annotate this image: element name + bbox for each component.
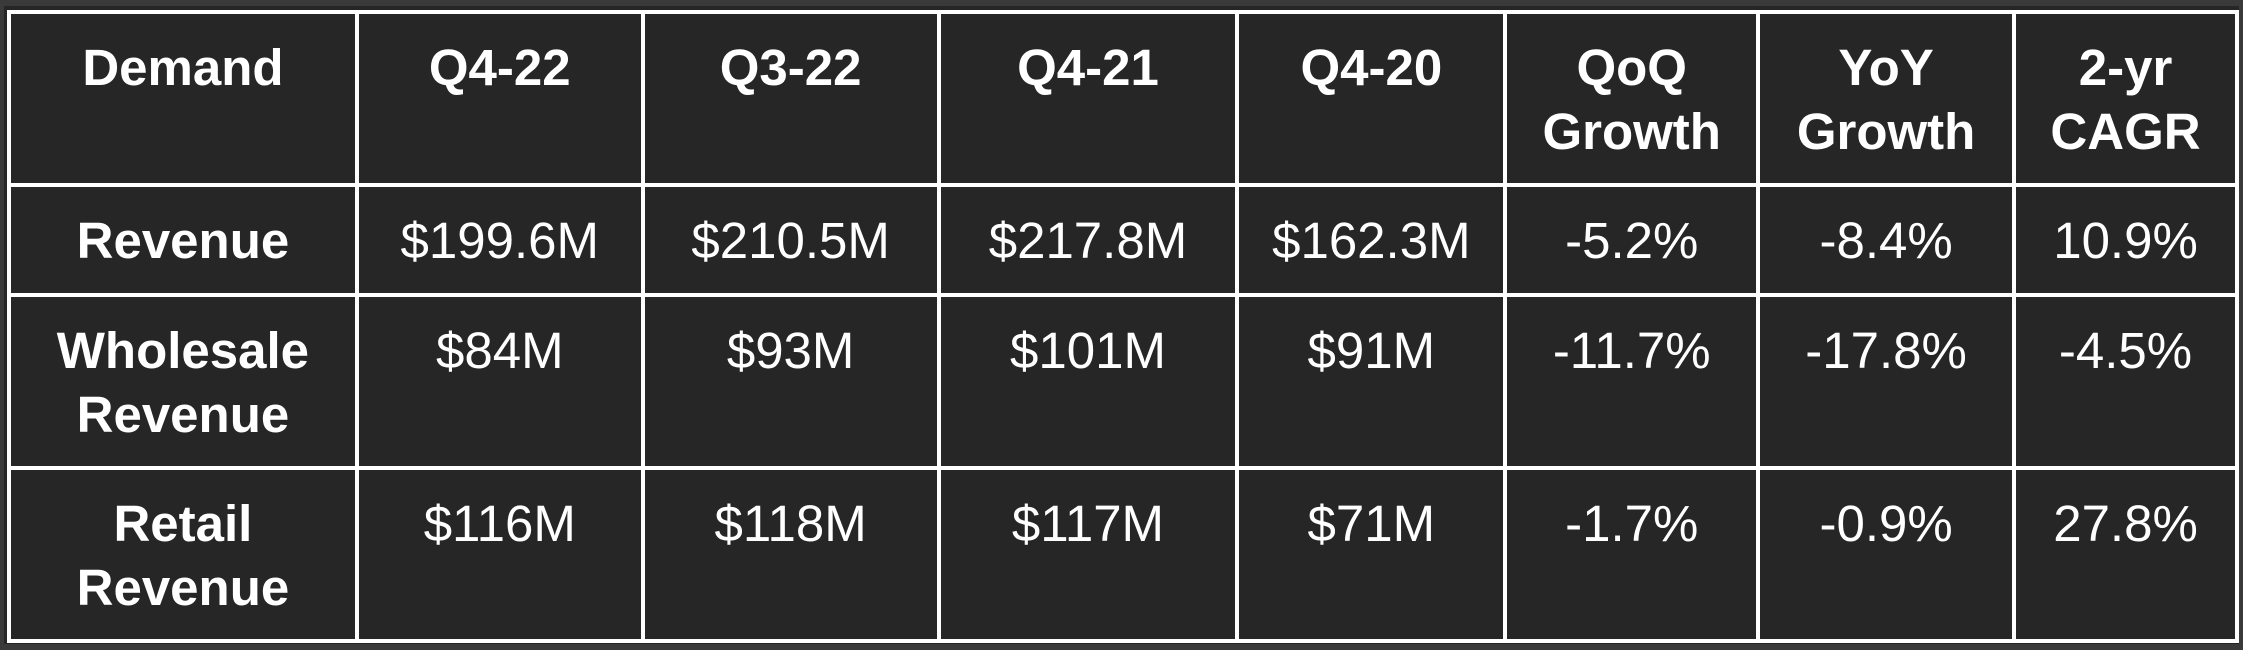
table-row: Revenue $199.6M $210.5M $217.8M $162.3M -5.2%… [7, 183, 2239, 297]
data-cell: $101M [936, 293, 1240, 470]
data-cell: $93M [640, 293, 941, 470]
data-cell: 27.8% [2012, 466, 2239, 643]
data-cell: 10.9% [2012, 183, 2239, 297]
data-cell: $117M [936, 466, 1240, 643]
data-cell: $162.3M [1235, 183, 1508, 297]
header-cell: Q4-22 [354, 10, 645, 187]
header-cell: Q4-21 [936, 10, 1240, 187]
row-header-cell: Wholesale Revenue [7, 293, 359, 470]
header-cell: Q4-20 [1235, 10, 1508, 187]
data-cell: $199.6M [354, 183, 645, 297]
data-cell: $91M [1235, 293, 1508, 470]
data-cell: $118M [640, 466, 941, 643]
data-cell: $84M [354, 293, 645, 470]
data-cell: $116M [354, 466, 645, 643]
table-container: Demand Q4-22 Q3-22 Q4-21 Q4-20 QoQ Growth YoY … [4, 6, 2239, 644]
data-cell: -8.4% [1756, 183, 2017, 297]
data-cell: -4.5% [2012, 293, 2239, 470]
data-cell: -0.9% [1756, 466, 2017, 643]
demand-table: Demand Q4-22 Q3-22 Q4-21 Q4-20 QoQ Growth YoY … [7, 10, 2239, 643]
data-cell: -1.7% [1503, 466, 1761, 643]
data-cell: -5.2% [1503, 183, 1761, 297]
table-row: Retail Revenue $116M $118M $117M $71M -1.7% -0… [7, 466, 2239, 643]
table-row: Demand Q4-22 Q3-22 Q4-21 Q4-20 QoQ Growth YoY … [7, 10, 2239, 187]
header-cell: 2-yr CAGR [2012, 10, 2239, 187]
data-cell: $217.8M [936, 183, 1240, 297]
header-cell: Demand [7, 10, 359, 187]
header-cell: YoY Growth [1756, 10, 2017, 187]
table-row: Wholesale Revenue $84M $93M $101M $91M -11.7%… [7, 293, 2239, 470]
data-cell: -11.7% [1503, 293, 1761, 470]
data-cell: $71M [1235, 466, 1508, 643]
row-header-cell: Retail Revenue [7, 466, 359, 643]
row-header-cell: Revenue [7, 183, 359, 297]
header-cell: QoQ Growth [1503, 10, 1761, 187]
data-cell: $210.5M [640, 183, 941, 297]
header-cell: Q3-22 [640, 10, 941, 187]
data-cell: -17.8% [1756, 293, 2017, 470]
